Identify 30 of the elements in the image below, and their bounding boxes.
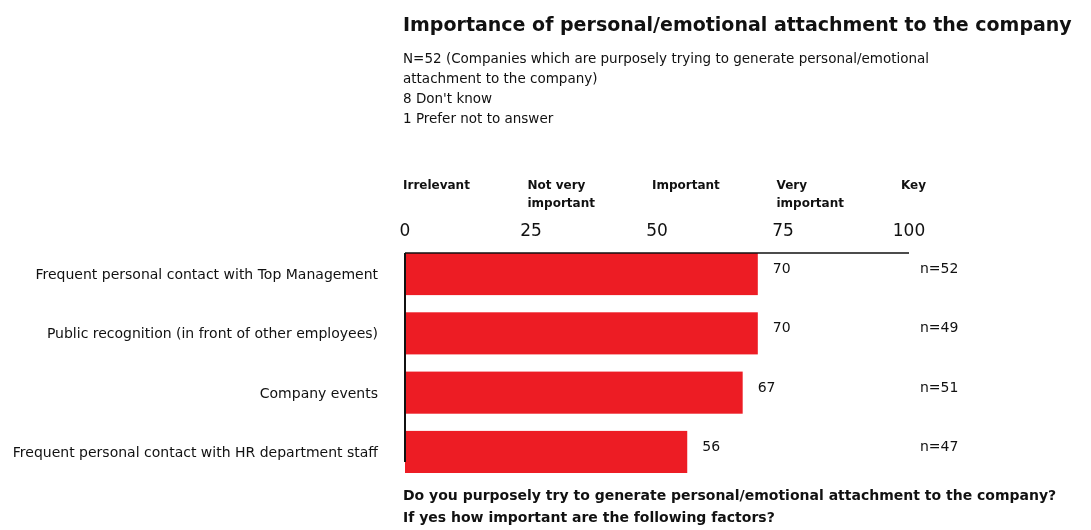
data-label: 67 bbox=[757, 378, 776, 395]
x-tick-label: 75 bbox=[772, 220, 794, 240]
text: Not very important bbox=[527, 178, 596, 210]
text: n=47 bbox=[920, 437, 959, 454]
text: n=49 bbox=[920, 319, 959, 336]
y-tick-label: Frequent personal contact with Top Management bbox=[35, 266, 379, 283]
text: Irrelevant bbox=[403, 178, 471, 192]
y-tick-label: Company events bbox=[259, 384, 378, 401]
text: Key bbox=[901, 178, 927, 192]
text: Very important bbox=[776, 178, 845, 210]
data-label: 70 bbox=[772, 260, 791, 276]
text: n=52 bbox=[920, 260, 959, 276]
x-tick-label: 100 bbox=[892, 220, 926, 240]
bar bbox=[405, 371, 743, 414]
y-tick-label: Public recognition (in front of other employees) bbox=[46, 325, 378, 342]
chart-title: Importance of personal/emotional attachment to the company bbox=[403, 13, 1073, 35]
text: If yes how important are the following factors? bbox=[403, 509, 775, 525]
data-label: 70 bbox=[772, 319, 791, 336]
bar bbox=[405, 312, 758, 355]
x-tick-label: 0 bbox=[399, 220, 411, 240]
y-tick-label: Frequent personal contact with HR department staff bbox=[12, 443, 379, 460]
x-tick-label: 50 bbox=[646, 220, 668, 240]
chart-subtitle: N=52 (Companies which are purposely trying to generate personal/emotional attachment to the company) 8 Don't know 1 Prefer not to answer bbox=[403, 50, 930, 126]
text: Do you purposely try to generate personal/emotional attachment to the company? bbox=[403, 487, 1057, 503]
text: Important bbox=[652, 178, 721, 192]
x-tick-label: 25 bbox=[520, 220, 542, 240]
bar bbox=[405, 253, 758, 296]
bar bbox=[405, 430, 688, 473]
data-label: 56 bbox=[702, 437, 721, 454]
text: n=51 bbox=[920, 378, 959, 395]
